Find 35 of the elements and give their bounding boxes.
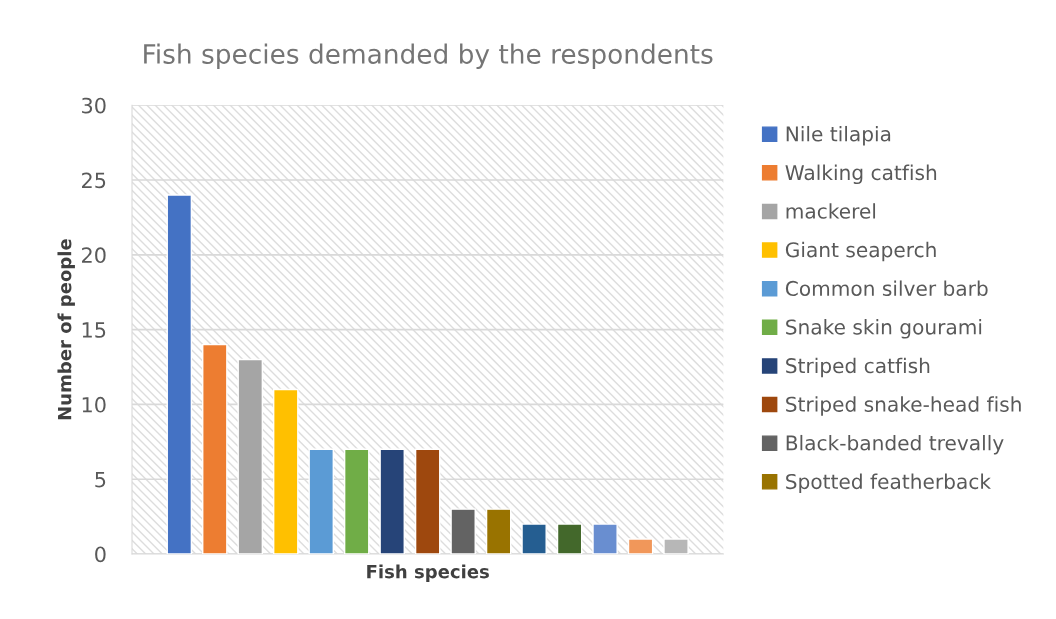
bar	[521, 523, 547, 555]
y-tick-label: 25	[82, 172, 106, 189]
bar	[450, 508, 476, 555]
legend-label: Common silver barb	[785, 280, 988, 297]
bar	[663, 538, 689, 555]
bar	[556, 523, 583, 555]
legend-label: Striped snake-head fish	[786, 396, 1021, 416]
y-tick-label: 20	[82, 247, 106, 264]
y-tick-label: 15	[82, 322, 106, 338]
y-tick-label: 30	[82, 97, 106, 114]
legend-label: mackerel	[786, 203, 876, 219]
bar	[379, 448, 405, 555]
bar	[627, 538, 654, 555]
x-axis-title: Fish species	[367, 564, 489, 582]
bar	[237, 358, 264, 555]
bar	[592, 523, 618, 555]
legend-label: Nile tilapia	[786, 125, 891, 146]
bar	[308, 448, 334, 555]
chart-title: Fish species demanded by the respondents	[144, 43, 713, 70]
legend-label: Spotted featherback	[786, 473, 991, 494]
y-tick-label: 0	[95, 546, 106, 563]
legend-label: Walking catfish	[785, 164, 937, 185]
y-tick-label: 5	[95, 471, 106, 488]
bar	[343, 448, 370, 555]
y-axis-title: Number of people	[57, 239, 75, 420]
legend-label: Striped catfish	[786, 357, 930, 378]
y-tick-label: 10	[82, 396, 106, 413]
bar	[202, 343, 228, 555]
bar	[272, 388, 299, 555]
bar	[485, 508, 512, 555]
bar	[166, 194, 193, 555]
legend-label: Snake skin gourami	[786, 319, 982, 339]
legend-label: Giant seaperch	[785, 241, 936, 262]
bar	[414, 448, 441, 555]
legend-label: Black-banded trevally	[786, 434, 1004, 455]
